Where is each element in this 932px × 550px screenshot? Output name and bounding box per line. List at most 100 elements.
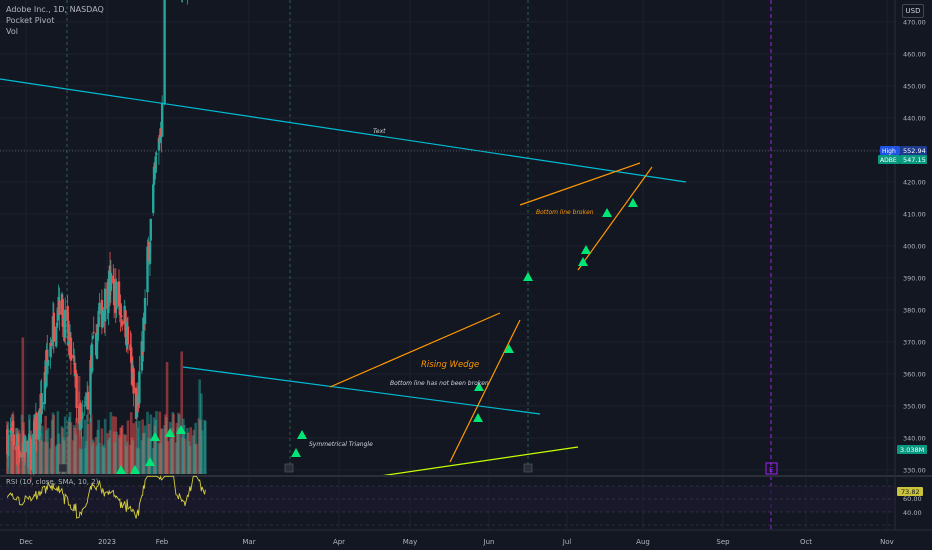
candle-body <box>101 312 104 328</box>
earnings-marker-label: E <box>769 466 773 474</box>
dividend-marker <box>523 463 533 473</box>
candle-body <box>106 282 109 309</box>
candle-body <box>55 326 58 347</box>
volume-bar <box>155 411 158 474</box>
candle-body <box>154 156 157 173</box>
x-tick-label: Aug <box>636 538 650 546</box>
candle-body <box>11 420 15 433</box>
rsi-line <box>6 475 206 519</box>
candle-body <box>109 272 113 292</box>
volume-bar <box>165 362 169 474</box>
volume-bar <box>143 425 147 474</box>
volume-bar <box>189 427 193 474</box>
volume-bar <box>41 425 44 474</box>
volume-bar <box>98 442 101 474</box>
volume-badge <box>897 445 927 454</box>
annotation-text: Rising Wedge <box>421 360 479 370</box>
volume-bar <box>138 420 141 474</box>
candle-body <box>157 137 161 151</box>
annotation-text: Symmetrical Triangle <box>309 441 373 448</box>
candle-body <box>159 132 162 142</box>
indicator-pocket-pivot[interactable]: Pocket Pivot <box>6 16 55 25</box>
candle-body <box>64 309 67 338</box>
volume-bar <box>12 443 16 474</box>
dividend-marker <box>58 463 68 473</box>
volume-bar <box>126 420 130 474</box>
x-tick-label: Mar <box>242 538 255 546</box>
volume-bar <box>149 414 153 474</box>
currency-button[interactable]: USD <box>902 4 924 18</box>
pocket-pivot-marker <box>578 257 588 266</box>
candle-body <box>92 331 95 333</box>
y-tick-label: 350.00 <box>903 403 926 411</box>
candle-body <box>73 362 77 374</box>
volume-bar <box>58 443 61 474</box>
candle-body <box>20 452 24 458</box>
volume-bar <box>89 414 93 474</box>
volume-bar <box>158 411 162 474</box>
candle-body <box>90 344 94 372</box>
y-tick-label: 470.00 <box>903 19 926 27</box>
candle-body <box>68 340 71 345</box>
volume-bar <box>83 419 87 474</box>
dividend-marker <box>284 463 294 473</box>
volume-bar <box>172 413 175 474</box>
candle-body <box>80 420 83 429</box>
pocket-pivot-marker <box>602 208 612 217</box>
candle-body <box>132 368 135 394</box>
candle-body <box>142 317 145 352</box>
candle-body <box>61 299 64 327</box>
candle-body <box>18 450 21 458</box>
candle-body <box>91 336 95 339</box>
candle-body <box>81 412 84 420</box>
candle-body <box>49 342 52 357</box>
candle-body <box>102 310 105 315</box>
candle-body <box>16 435 20 444</box>
candle-body <box>103 288 107 322</box>
volume-bar <box>132 423 135 474</box>
candle-body <box>130 347 133 363</box>
y-tick-label: 450.00 <box>903 83 926 91</box>
x-tick-label: Jun <box>483 538 495 546</box>
candle-body <box>98 302 101 315</box>
pocket-pivot-marker <box>150 432 160 441</box>
wedge-upper-line <box>329 312 501 388</box>
indicator-volume[interactable]: Vol <box>6 27 18 36</box>
pocket-pivot-marker <box>165 428 175 437</box>
pocket-pivot-marker <box>474 382 484 391</box>
y-tick-label: 420.00 <box>903 179 926 187</box>
candle-body <box>146 246 149 293</box>
pocket-pivot-marker <box>581 245 591 254</box>
symbol-line[interactable]: Adobe Inc., 1D, NASDAQ <box>6 5 104 14</box>
candle-body <box>130 356 134 385</box>
candle-body <box>155 153 158 155</box>
candle-body <box>33 422 36 439</box>
high-tag <box>880 146 900 155</box>
rsi-legend[interactable]: RSI (10, close, SMA, 10, 2) <box>6 478 99 486</box>
earnings-marker <box>765 462 778 475</box>
candle-body <box>120 315 123 318</box>
volume-bar <box>160 428 164 474</box>
volume-bar <box>86 424 90 474</box>
volume-bar <box>195 443 198 474</box>
volume-bar <box>103 418 107 474</box>
pocket-pivot-marker <box>130 465 140 474</box>
candle-body <box>9 430 12 433</box>
candle-body <box>52 312 55 342</box>
candle-body <box>126 326 130 345</box>
pocket-pivot-marker <box>628 198 638 207</box>
candle-body <box>95 333 99 359</box>
candle-body <box>135 412 139 418</box>
candle-body <box>43 372 47 405</box>
candle-body <box>41 401 44 409</box>
wedge2-upper-line <box>519 162 641 206</box>
candle-body <box>45 353 48 387</box>
volume-bar <box>115 431 118 474</box>
wedge-lower-line <box>449 319 521 463</box>
y-tick-label: 440.00 <box>903 115 926 123</box>
last-price-badge <box>900 155 927 164</box>
candle-body <box>15 446 18 451</box>
candle-body <box>27 444 30 458</box>
x-tick-label: 2023 <box>98 538 116 546</box>
